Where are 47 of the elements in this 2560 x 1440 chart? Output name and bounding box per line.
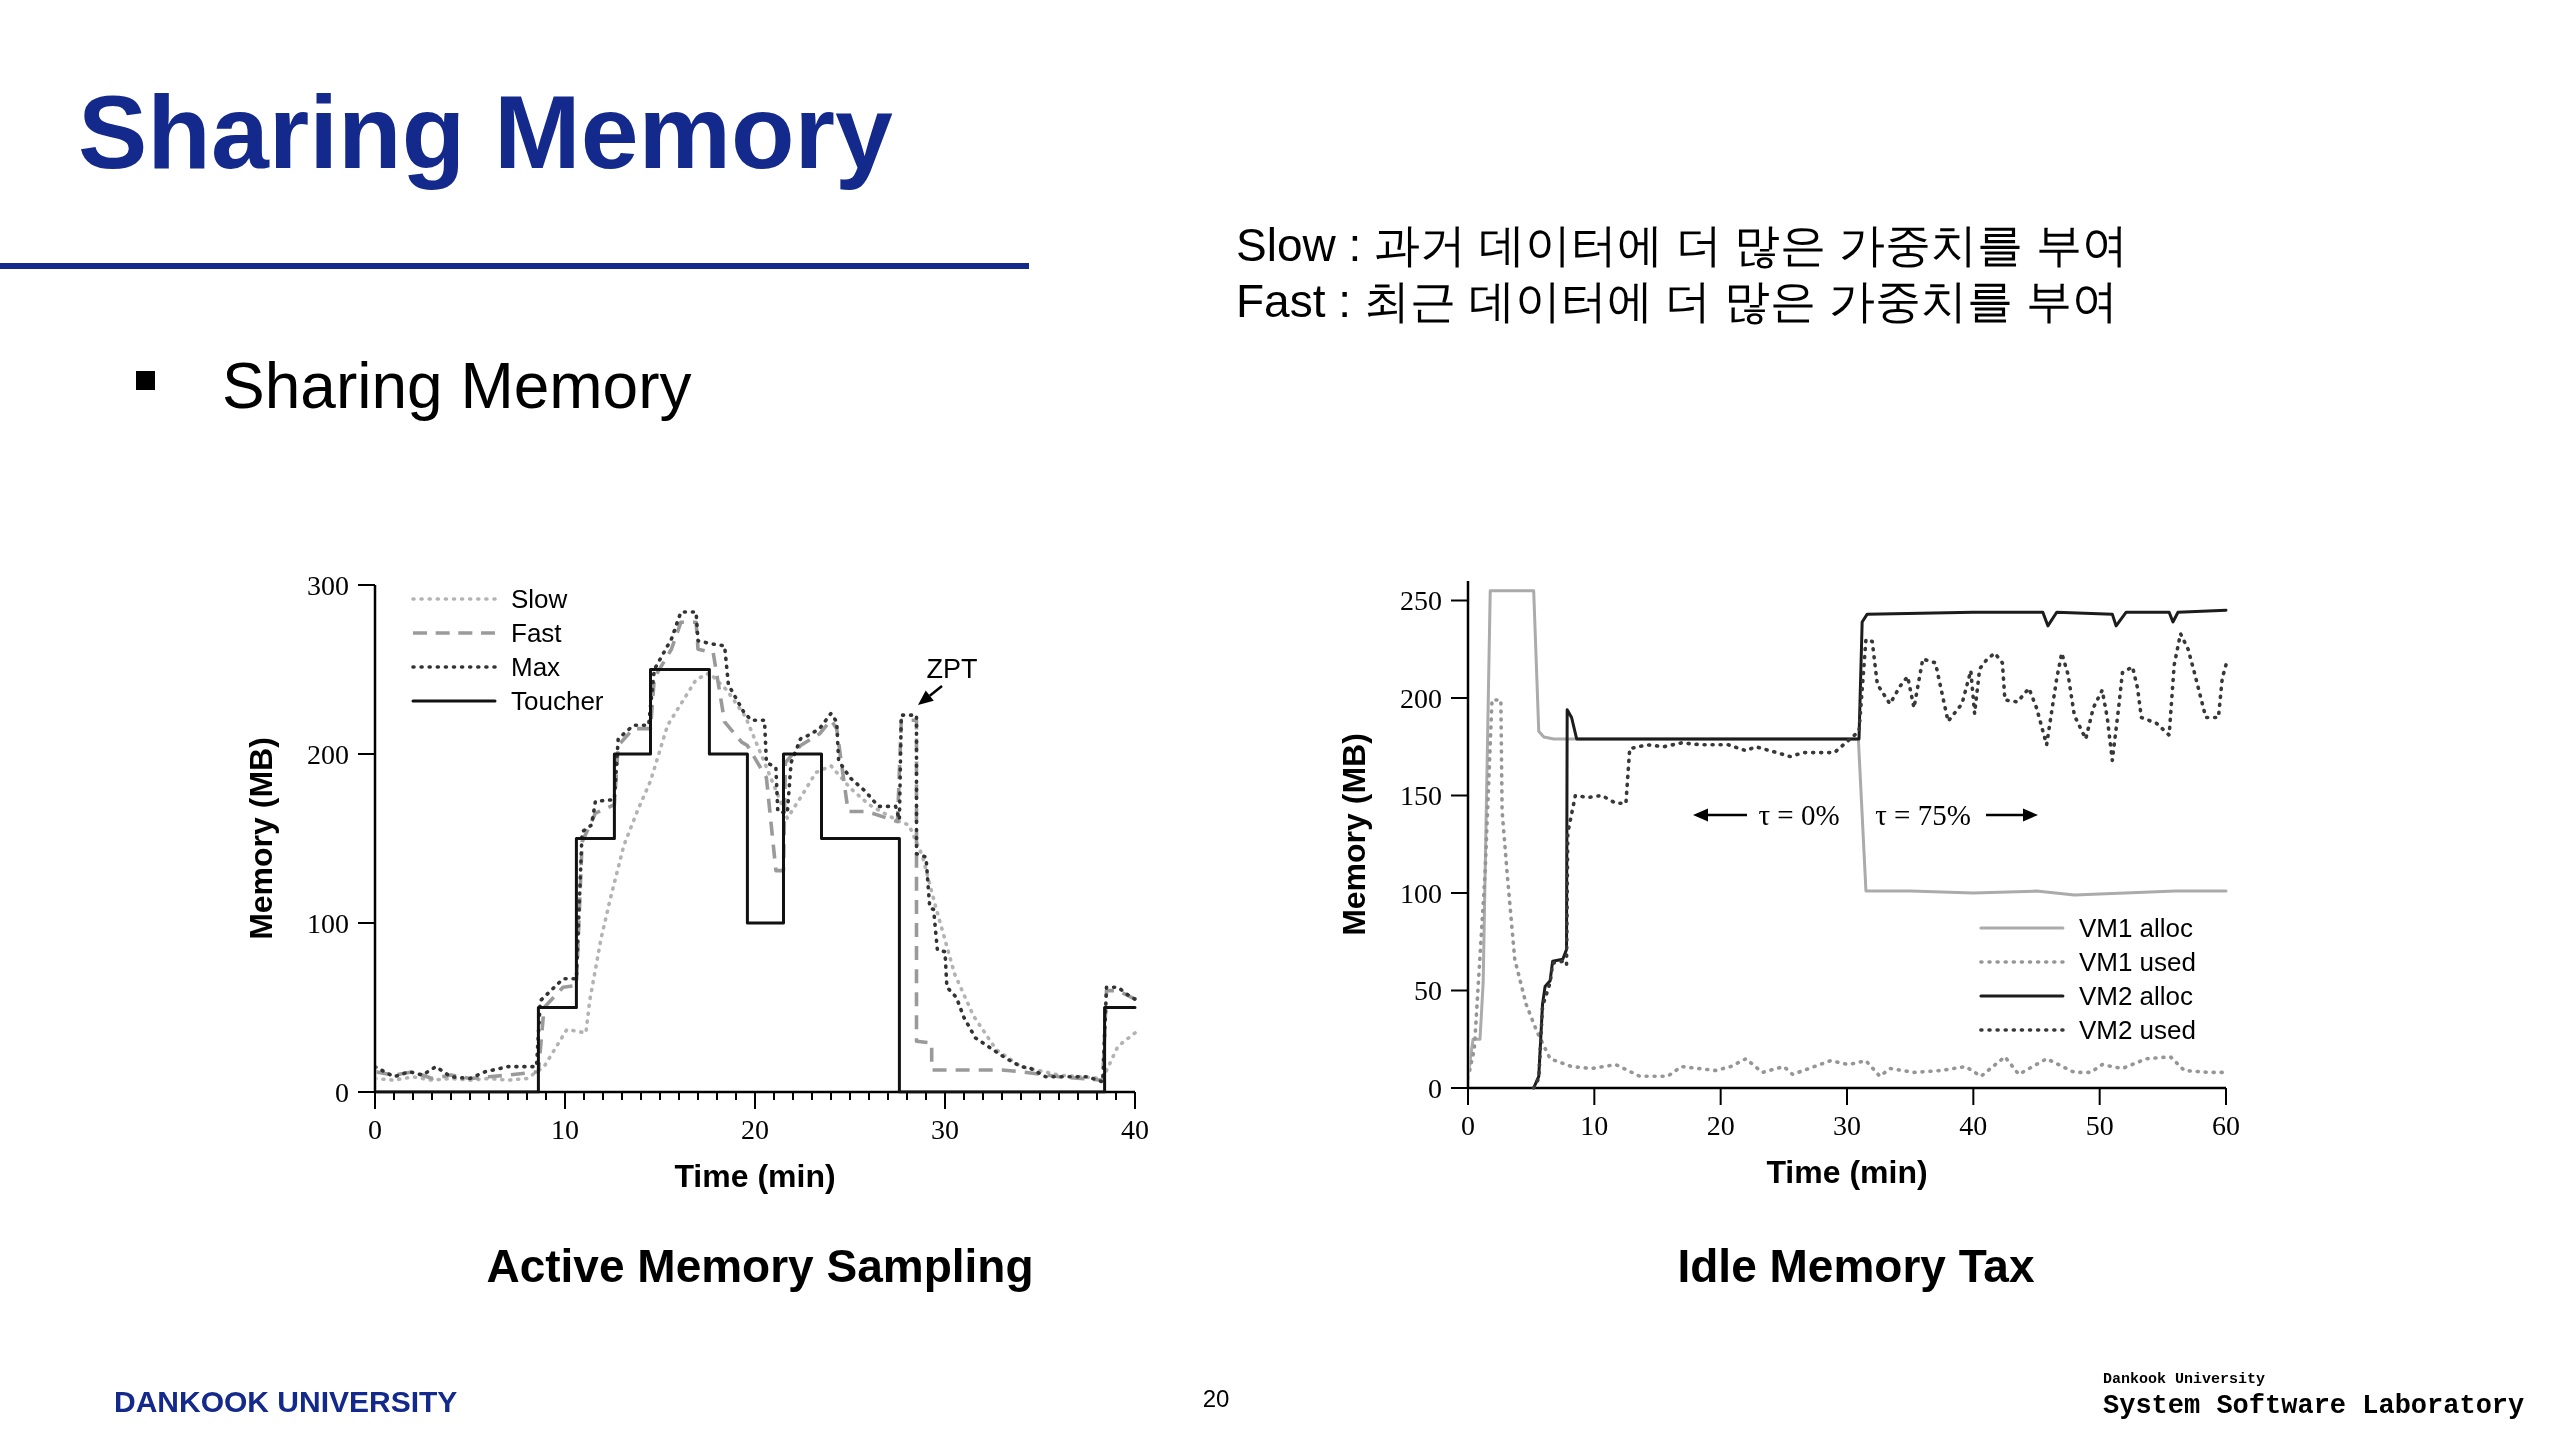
text: Active Memory Sampling — [486, 1240, 1034, 1292]
annotation: τ = 0% — [1758, 799, 1840, 831]
x-tick-label: 0 — [1461, 1109, 1475, 1141]
x-tick-label: 10 — [551, 1113, 579, 1145]
text: Sharing Memory — [222, 350, 692, 422]
x-tick-label: 60 — [2212, 1109, 2240, 1141]
legend-label: Fast — [511, 618, 563, 648]
x-tick-label: 40 — [1959, 1109, 1988, 1141]
text: Fast : 최근 데이터에 더 많은 가중치를 부여 — [1236, 275, 2118, 327]
text: Idle Memory Tax — [1677, 1240, 2035, 1292]
x-tick-label: 20 — [1706, 1109, 1735, 1141]
legend-label: Toucher — [511, 686, 604, 716]
annotation: ZPT — [926, 654, 978, 684]
text: DANKOOK UNIVERSITY — [114, 1384, 458, 1418]
x-tick-label: 30 — [931, 1113, 959, 1145]
text: System Software Laboratory — [2103, 1391, 2525, 1421]
y-axis-title: Memory (MB) — [243, 737, 279, 940]
y-axis-title: Memory (MB) — [1336, 733, 1372, 936]
x-tick-label: 10 — [1580, 1109, 1609, 1141]
y-tick-label: 300 — [307, 569, 349, 601]
y-tick-label: 150 — [1400, 780, 1442, 811]
x-axis-title: Time (min) — [1766, 1154, 1928, 1190]
x-tick-label: 20 — [741, 1113, 769, 1145]
y-tick-label: 250 — [1400, 585, 1442, 616]
y-tick-label: 100 — [307, 907, 349, 939]
x-tick-label: 30 — [1833, 1109, 1861, 1141]
y-tick-label: 0 — [1428, 1072, 1442, 1104]
x-tick-label: 0 — [368, 1113, 382, 1145]
y-tick-label: 200 — [307, 738, 349, 770]
x-tick-label: 50 — [2085, 1109, 2114, 1141]
x-axis-title: Time (min) — [674, 1158, 836, 1194]
x-tick-label: 40 — [1121, 1113, 1149, 1145]
legend-label: Max — [511, 652, 561, 682]
y-tick-label: 100 — [1400, 877, 1442, 909]
legend-label: VM1 alloc — [2078, 913, 2194, 943]
legend-label: VM1 used — [2078, 947, 2196, 977]
text: 20 — [1202, 1384, 1230, 1412]
legend-label: Slow — [511, 584, 568, 614]
legend-label: VM2 used — [2078, 1015, 2196, 1045]
annotation: τ = 75% — [1875, 799, 1971, 831]
legend-label: VM2 alloc — [2078, 981, 2194, 1011]
text: Slow : 과거 데이터에 더 많은 가중치를 부여 — [1236, 219, 2128, 271]
text: Dankook University — [2103, 1370, 2266, 1388]
text: Sharing Memory — [78, 74, 893, 190]
y-tick-label: 0 — [335, 1076, 349, 1108]
y-tick-label: 200 — [1400, 682, 1442, 714]
y-tick-label: 50 — [1414, 975, 1442, 1006]
